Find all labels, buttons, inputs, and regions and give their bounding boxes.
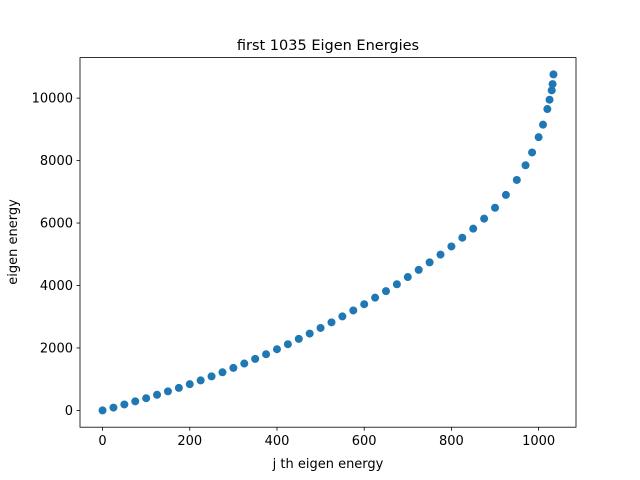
point bbox=[142, 394, 151, 403]
point bbox=[294, 334, 303, 343]
point bbox=[272, 345, 281, 354]
chart-title: first 1035 Eigen Energies bbox=[237, 38, 419, 54]
y-tick-label: 6000 bbox=[40, 217, 73, 232]
point bbox=[251, 354, 260, 363]
point bbox=[512, 175, 521, 184]
point bbox=[262, 350, 271, 359]
point bbox=[120, 400, 129, 409]
point bbox=[360, 300, 369, 309]
point bbox=[240, 359, 249, 368]
point bbox=[392, 280, 401, 289]
x-axis-label: j th eigen energy bbox=[272, 457, 384, 472]
point bbox=[327, 318, 336, 327]
x-tick-label: 800 bbox=[439, 434, 464, 449]
point bbox=[414, 265, 423, 274]
point bbox=[316, 323, 325, 332]
y-axis-label: eigen energy bbox=[6, 199, 21, 285]
y-tick-label: 0 bbox=[65, 404, 73, 419]
point bbox=[305, 329, 314, 338]
point bbox=[371, 293, 380, 302]
y-tick-label: 2000 bbox=[40, 341, 73, 356]
point bbox=[480, 214, 489, 223]
point bbox=[521, 161, 530, 170]
point bbox=[534, 133, 543, 142]
x-tick-label: 400 bbox=[265, 434, 290, 449]
point bbox=[153, 390, 162, 399]
x-tick-label: 600 bbox=[352, 434, 377, 449]
point bbox=[283, 340, 292, 349]
point bbox=[501, 190, 510, 199]
point bbox=[163, 387, 172, 396]
point bbox=[218, 368, 227, 377]
point bbox=[548, 80, 557, 89]
y-tick-label: 8000 bbox=[40, 154, 73, 169]
point bbox=[549, 70, 558, 79]
point bbox=[196, 376, 205, 385]
point bbox=[131, 397, 140, 406]
point bbox=[98, 406, 107, 415]
point bbox=[547, 86, 556, 95]
point bbox=[543, 105, 552, 114]
point bbox=[528, 148, 537, 157]
point bbox=[381, 287, 390, 296]
x-tick-label: 0 bbox=[98, 434, 106, 449]
point bbox=[349, 306, 358, 315]
plot-frame bbox=[79, 57, 577, 428]
point bbox=[174, 383, 183, 392]
point bbox=[469, 224, 478, 233]
point bbox=[185, 380, 194, 389]
point bbox=[491, 203, 500, 212]
y-tick-label: 10000 bbox=[32, 92, 73, 107]
x-tick-label: 200 bbox=[177, 434, 202, 449]
point bbox=[207, 372, 216, 381]
y-tick-label: 4000 bbox=[40, 279, 73, 294]
point bbox=[229, 363, 238, 372]
point bbox=[338, 312, 347, 321]
point bbox=[447, 242, 456, 251]
point bbox=[436, 250, 445, 259]
point bbox=[403, 273, 412, 282]
point bbox=[545, 95, 554, 104]
point bbox=[425, 258, 434, 267]
point bbox=[538, 120, 547, 129]
point bbox=[109, 403, 118, 412]
x-tick-label: 1000 bbox=[522, 434, 555, 449]
point bbox=[458, 233, 467, 242]
